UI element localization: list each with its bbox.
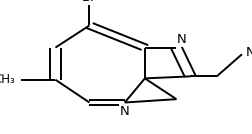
Text: N: N bbox=[176, 33, 186, 46]
Text: CH₃: CH₃ bbox=[0, 73, 15, 86]
Text: Br: Br bbox=[82, 0, 97, 4]
Text: NH₂: NH₂ bbox=[246, 46, 252, 59]
Text: N: N bbox=[120, 105, 130, 118]
